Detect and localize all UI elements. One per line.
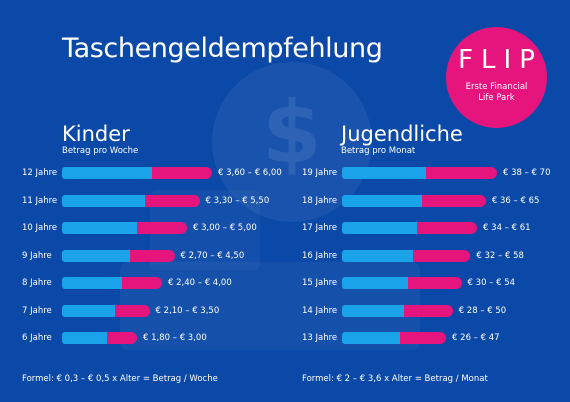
jugendliche-range-label: € 38 – € 70	[502, 168, 551, 178]
dollar-icon: $	[262, 83, 322, 183]
jugendliche-range-label: € 32 – € 58	[476, 250, 524, 261]
kinder-bar-max	[122, 277, 162, 289]
jugendliche-bar-max	[399, 332, 447, 344]
kinder-age-label: 12 Jahre	[22, 168, 58, 178]
flip-logo: FLIP	[458, 45, 543, 75]
jugendliche-bar-min	[342, 167, 427, 179]
jugendliche-bar-max	[426, 167, 497, 179]
kinder-bar-max	[152, 167, 212, 179]
jugendliche-range-label: € 36 – € 65	[491, 195, 540, 206]
jugendliche-bar-max	[412, 249, 471, 262]
kinder-age-label: 9 Jahre	[22, 250, 52, 261]
kinder-bar-min	[62, 277, 122, 289]
jugendliche-bar-max	[408, 277, 462, 289]
jugendliche-range-label: € 34 – € 61	[483, 223, 531, 233]
badge-subtitle: Erste Financial Life Park	[446, 82, 547, 104]
jugendliche-range-label: € 26 – € 47	[452, 333, 500, 343]
kinder-bar-min	[62, 332, 107, 344]
kinder-bar-max	[144, 194, 200, 207]
jugendliche-bar-min	[342, 332, 400, 344]
kinder-age-label: 7 Jahre	[22, 305, 52, 316]
jugendliche-range-label: € 28 – € 50	[458, 305, 507, 316]
kinder-bar-max	[114, 304, 150, 317]
jugendliche-bar-max	[417, 222, 478, 234]
kinder-age-label: 11 Jahre	[22, 195, 58, 206]
jugendliche-age-label: 17 Jahre	[302, 223, 338, 233]
kinder-bar-max	[129, 249, 175, 262]
kinder-range-label: € 3,60 – € 6,00	[218, 168, 282, 178]
jugendliche-bar-min	[342, 222, 418, 234]
jugendliche-bar-max	[421, 194, 486, 207]
kinder-formula: Formel: € 0,3 – € 0,5 x Alter = Betrag /…	[22, 374, 218, 384]
kinder-range-label: € 2,40 – € 4,00	[168, 278, 232, 288]
kinder-bar-max	[107, 332, 137, 344]
kinder-bar-min	[62, 194, 145, 207]
kinder-range-label: € 3,00 – € 5,00	[193, 223, 257, 233]
jugendliche-range-label: € 30 – € 54	[467, 278, 516, 288]
badge-line-1: Erste Financial	[465, 82, 528, 92]
kinder-bar-max	[137, 222, 187, 234]
jugendliche-age-label: 14 Jahre	[302, 305, 338, 316]
kinder-heading: Kinder	[62, 122, 130, 146]
jugendliche-age-label: 16 Jahre	[302, 250, 338, 261]
kinder-bar-min	[62, 167, 152, 179]
kinder-age-label: 8 Jahre	[22, 278, 52, 288]
flip-badge: FLIP Erste Financial Life Park	[446, 27, 547, 128]
jugendliche-age-label: 19 Jahre	[302, 168, 338, 178]
jugendliche-bar-min	[342, 304, 404, 317]
jugendliche-formula: Formel: € 2 – € 3,6 x Alter = Betrag / M…	[302, 374, 488, 384]
jugendliche-bar-max	[403, 304, 453, 317]
jugendliche-age-label: 15 Jahre	[302, 278, 338, 288]
badge-line-2: Life Park	[478, 93, 515, 103]
kinder-age-label: 6 Jahre	[22, 333, 52, 343]
page-title: Taschengeldempfehlung	[62, 33, 383, 64]
jugendliche-bar-min	[342, 277, 409, 289]
kinder-bar-min	[62, 304, 115, 317]
jugendliche-age-label: 18 Jahre	[302, 195, 338, 206]
kinder-bar-min	[62, 249, 130, 262]
kinder-range-label: € 2,10 – € 3,50	[155, 305, 220, 316]
kinder-subheading: Betrag pro Woche	[62, 146, 139, 156]
kinder-range-label: € 1,80 – € 3,00	[143, 333, 207, 343]
jugendliche-bar-min	[342, 249, 413, 262]
jugendliche-bar-min	[342, 194, 422, 207]
kinder-range-label: € 3,30 – € 5,50	[205, 195, 270, 206]
jugendliche-subheading: Betrag pro Monat	[341, 146, 416, 156]
jugendliche-heading: Jugendliche	[341, 122, 463, 146]
kinder-age-label: 10 Jahre	[22, 223, 58, 233]
kinder-range-label: € 2,70 – € 4,50	[180, 250, 245, 261]
kinder-bar-min	[62, 222, 137, 234]
jugendliche-age-label: 13 Jahre	[302, 333, 338, 343]
